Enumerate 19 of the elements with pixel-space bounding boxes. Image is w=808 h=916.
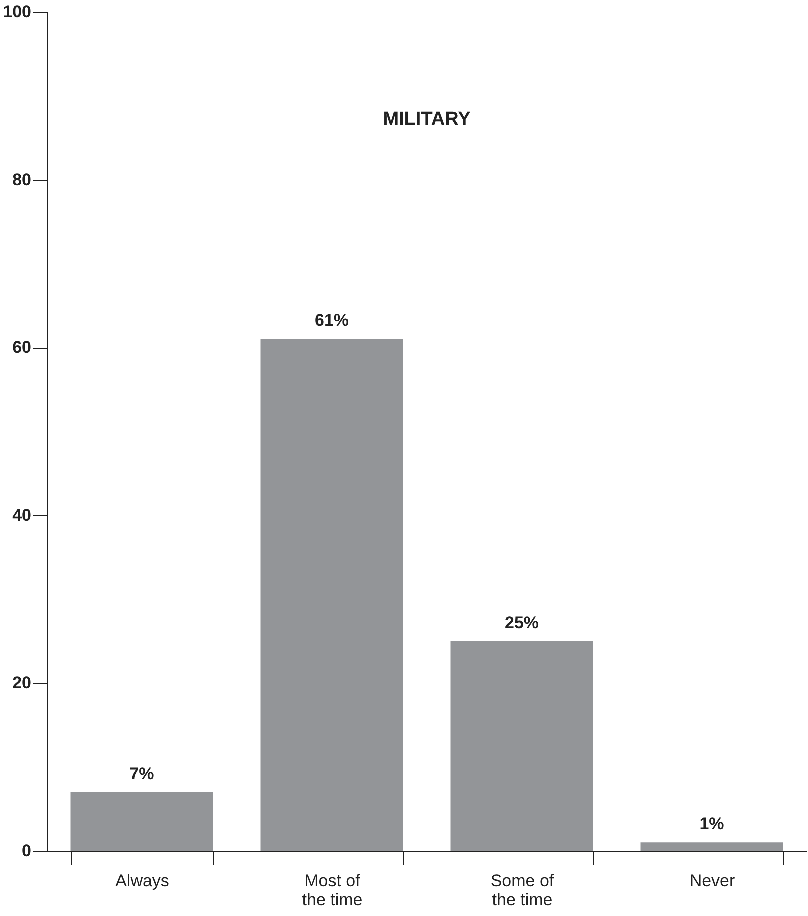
data-label: 7% [130,764,154,784]
data-label: 61% [314,311,350,330]
y-tick-label: 80 [12,170,32,190]
x-tick-label: Never [690,872,736,890]
text: MILITARY [383,109,472,130]
y-tick-label: 40 [12,506,32,525]
bar [260,339,404,851]
x-tick-label: Some of the time [490,872,554,910]
y-tick-label: 60 [12,338,32,358]
y-tick-label: 20 [12,674,32,693]
bar [70,792,214,851]
data-label: 25% [504,613,540,632]
bar [450,641,594,851]
y-tick-label: 100 [3,2,32,22]
y-tick-label: 0 [22,842,32,860]
bar [640,842,784,851]
x-tick-label: Always [116,872,170,890]
data-label: 1% [700,814,724,834]
x-tick-label: Most of the time [302,872,363,910]
